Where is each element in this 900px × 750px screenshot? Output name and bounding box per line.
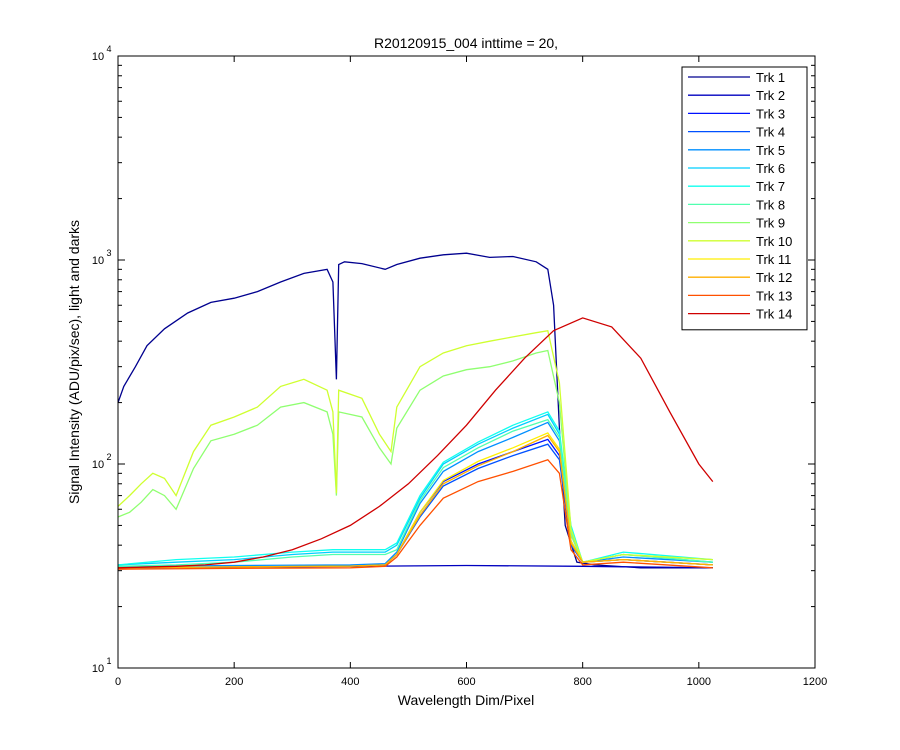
y-tick-label: 10 bbox=[92, 255, 104, 267]
y-tick-exponent: 4 bbox=[106, 44, 111, 54]
y-axis-label: Signal Intensity (ADU/pix/sec), light an… bbox=[66, 220, 82, 504]
y-tick-exponent: 1 bbox=[106, 656, 111, 666]
legend: Trk 1 Trk 2 Trk 3 Trk 4 Trk 5 Trk 6 Trk 7 Trk 8… bbox=[681, 66, 808, 331]
y-tick-exponent: 2 bbox=[106, 452, 111, 462]
legend-entry: Trk 13 bbox=[756, 288, 792, 303]
series-line-trk-7 bbox=[117, 411, 713, 566]
legend-entry: Trk 2 bbox=[756, 88, 785, 103]
series-line-trk-1 bbox=[117, 252, 713, 569]
legend-entry: Trk 7 bbox=[756, 179, 785, 194]
series-layer bbox=[117, 252, 714, 570]
legend-entry: Trk 12 bbox=[756, 270, 792, 285]
y-tick-label: 10 bbox=[92, 51, 104, 63]
x-tick-label: 600 bbox=[457, 676, 475, 688]
legend-entry: Trk 10 bbox=[756, 234, 792, 249]
x-axis-label: Wavelength Dim/Pixel bbox=[398, 692, 534, 708]
x-tick-label: 1200 bbox=[803, 676, 827, 688]
legend-entry: Trk 5 bbox=[756, 143, 785, 158]
x-tick-label: 1000 bbox=[687, 676, 711, 688]
series-line-trk-14 bbox=[117, 317, 714, 569]
legend-entry: Trk 3 bbox=[756, 106, 785, 121]
chart-title: R20120915_004 inttime = 20, bbox=[374, 35, 558, 51]
legend-entry: Trk 6 bbox=[756, 161, 785, 176]
x-tick-label: 0 bbox=[115, 676, 121, 688]
series-line-trk-9 bbox=[117, 349, 713, 563]
legend-entry: Trk 9 bbox=[756, 216, 785, 231]
legend-entry: Trk 1 bbox=[756, 70, 785, 85]
series-line-trk-13 bbox=[117, 458, 713, 570]
series-line-trk-12 bbox=[117, 434, 713, 569]
legend-entry: Trk 4 bbox=[756, 125, 785, 140]
series-line-trk-10 bbox=[117, 329, 713, 563]
y-tick-exponent: 3 bbox=[106, 248, 111, 258]
legend-box bbox=[681, 66, 808, 331]
legend-entry: Trk 8 bbox=[756, 197, 785, 212]
x-tick-label: 800 bbox=[573, 676, 591, 688]
x-tick-label: 200 bbox=[225, 676, 243, 688]
y-tick-label: 10 bbox=[92, 459, 104, 471]
legend-entry: Trk 11 bbox=[756, 252, 791, 267]
x-tick-label: 400 bbox=[341, 676, 359, 688]
y-tick-label: 10 bbox=[92, 663, 104, 675]
legend-entry: Trk 14 bbox=[756, 307, 792, 322]
